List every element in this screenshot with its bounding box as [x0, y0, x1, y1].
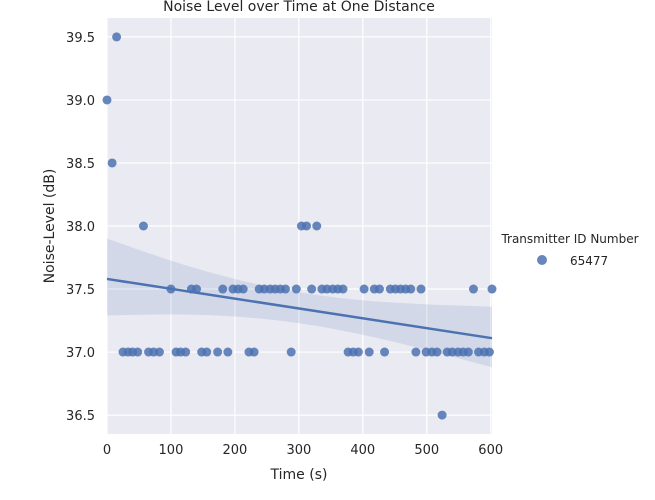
data-point [437, 410, 447, 420]
x-tick-label: 100 [159, 443, 184, 458]
data-point [286, 347, 296, 357]
data-point [138, 221, 148, 231]
y-tick-label: 36.5 [66, 409, 95, 424]
data-point [312, 221, 322, 231]
data-point [202, 347, 212, 357]
data-point [487, 284, 497, 294]
x-tick-labels: 0 100 200 300 400 500 600 [103, 443, 503, 458]
data-point [307, 284, 317, 294]
y-tick-label: 38.5 [66, 157, 95, 172]
data-point [364, 347, 374, 357]
x-axis-label: Time (s) [270, 467, 328, 483]
data-point [432, 347, 442, 357]
y-tick-label: 39.5 [66, 31, 95, 46]
data-point [468, 284, 478, 294]
data-point [249, 347, 259, 357]
y-tick-label: 39.0 [66, 94, 95, 109]
data-point [338, 284, 348, 294]
data-point [238, 284, 248, 294]
data-point [213, 347, 223, 357]
data-point [411, 347, 421, 357]
data-point [484, 347, 494, 357]
data-point [359, 284, 369, 294]
data-point [223, 347, 233, 357]
x-tick-label: 600 [478, 443, 503, 458]
y-tick-label: 37.5 [66, 283, 95, 298]
data-point [406, 284, 416, 294]
x-tick-label: 400 [350, 443, 375, 458]
y-tick-label: 37.0 [66, 346, 95, 361]
data-point [133, 347, 143, 357]
x-tick-label: 300 [286, 443, 311, 458]
data-points [102, 32, 497, 420]
data-point [380, 347, 390, 357]
data-point [302, 221, 312, 231]
chart-title: Noise Level over Time at One Distance [163, 0, 435, 15]
data-point [107, 158, 117, 168]
data-point [102, 95, 112, 105]
data-point [280, 284, 290, 294]
data-point [112, 32, 122, 42]
x-tick-label: 0 [103, 443, 111, 458]
data-point [154, 347, 164, 357]
data-point [374, 284, 384, 294]
data-point [463, 347, 473, 357]
legend-entry-label: 65477 [570, 254, 608, 268]
data-point [291, 284, 301, 294]
y-tick-label: 38.0 [66, 220, 95, 235]
y-axis-label: Noise-Level (dB) [42, 169, 58, 284]
data-point [218, 284, 228, 294]
data-point [416, 284, 426, 294]
legend: Transmitter ID Number 65477 [500, 232, 638, 268]
regression-line [106, 277, 493, 340]
data-point [181, 347, 191, 357]
x-tick-label: 200 [222, 443, 247, 458]
legend-title: Transmitter ID Number [500, 232, 638, 246]
y-tick-labels: 36.5 37.0 37.5 38.0 38.5 39.0 39.5 [66, 31, 95, 424]
x-tick-label: 500 [414, 443, 439, 458]
data-point [353, 347, 363, 357]
regression-confidence-band [107, 238, 492, 368]
legend-marker [537, 255, 547, 265]
